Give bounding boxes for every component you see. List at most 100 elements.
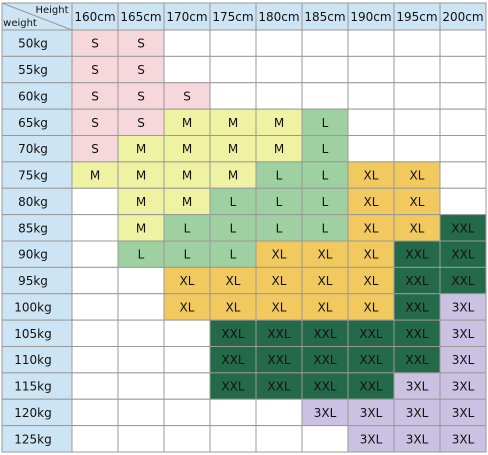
cell: [439, 346, 487, 374]
row-header: 80kg: [18, 195, 48, 209]
size-label: XXL: [313, 380, 336, 394]
size-label: 3XL: [406, 406, 429, 420]
cell: [71, 319, 119, 347]
size-label: XL: [272, 274, 287, 288]
size-label: L: [230, 248, 237, 262]
cell: [71, 266, 119, 295]
cell: [301, 82, 349, 110]
cell: [347, 55, 395, 84]
cell: [71, 425, 119, 453]
size-label: M: [182, 142, 192, 156]
cell: [71, 82, 119, 110]
cell: [393, 135, 441, 163]
size-label: M: [228, 169, 238, 183]
cell: [393, 187, 441, 216]
size-label: L: [322, 116, 329, 130]
cell: [347, 29, 395, 57]
cell: [347, 240, 395, 268]
cell: [71, 214, 119, 242]
cell: [209, 346, 257, 374]
row-header-cell: [1, 214, 73, 242]
size-label: 3XL: [452, 432, 475, 446]
size-label: XXL: [451, 274, 474, 288]
cell: [347, 346, 395, 374]
row-header-cell: [1, 372, 73, 400]
row-header: 85kg: [18, 221, 48, 235]
cell: [163, 161, 211, 189]
cell: [439, 187, 487, 216]
size-label: S: [91, 37, 99, 51]
column-header: 175cm: [212, 10, 253, 24]
size-label: XXL: [359, 353, 382, 367]
row-header-cell: [1, 346, 73, 374]
cell: [163, 425, 211, 453]
size-label: XXL: [451, 221, 474, 235]
size-label: L: [322, 221, 329, 235]
cell: [439, 55, 487, 84]
row-header: 100kg: [14, 300, 51, 314]
cell: [117, 82, 165, 110]
row-header-cell: [1, 398, 73, 427]
column-header: 195cm: [396, 10, 437, 24]
cell: [163, 55, 211, 84]
cell: [117, 293, 165, 321]
size-label: XXL: [313, 327, 336, 341]
cell: [439, 266, 487, 295]
cell: [163, 319, 211, 347]
cell: [255, 187, 303, 216]
cell: [347, 266, 395, 295]
cell: [393, 346, 441, 374]
cell: [163, 398, 211, 427]
size-label: XL: [318, 300, 333, 314]
cell: [117, 240, 165, 268]
size-label: M: [274, 142, 284, 156]
column-header: 200cm: [442, 10, 483, 24]
size-label: S: [91, 142, 99, 156]
size-label: XXL: [405, 353, 428, 367]
cell: [71, 398, 119, 427]
cell: [301, 55, 349, 84]
cell: [393, 55, 441, 84]
cell: [301, 135, 349, 163]
cell: [117, 425, 165, 453]
size-label: 3XL: [406, 432, 429, 446]
cell: [439, 425, 487, 453]
cell: [71, 161, 119, 189]
size-label: XXL: [267, 327, 290, 341]
size-label: M: [182, 169, 192, 183]
cell: [117, 214, 165, 242]
size-label: XXL: [405, 327, 428, 341]
column-header: 180cm: [258, 10, 299, 24]
cell: [393, 240, 441, 268]
cell: [301, 398, 349, 427]
row-header: 60kg: [18, 89, 48, 103]
row-header: 110kg: [14, 353, 51, 367]
cell: [117, 319, 165, 347]
size-label: XXL: [359, 327, 382, 341]
cell: [347, 108, 395, 136]
size-label: XXL: [405, 300, 428, 314]
row-header: 90kg: [18, 248, 48, 262]
cell: [71, 293, 119, 321]
cell: [117, 266, 165, 295]
size-label: XL: [364, 221, 379, 235]
size-label: L: [322, 169, 329, 183]
size-label: 3XL: [452, 300, 475, 314]
cell: [393, 29, 441, 57]
cell: [71, 346, 119, 374]
column-header-cell: [393, 2, 441, 31]
size-label: XL: [180, 300, 195, 314]
cell: [439, 135, 487, 163]
size-label: XL: [364, 169, 379, 183]
row-header: 115kg: [14, 380, 51, 394]
size-label: M: [274, 116, 284, 130]
size-label: XXL: [221, 380, 244, 394]
column-header-cell: [71, 2, 119, 31]
cell: [439, 319, 487, 347]
size-label: XXL: [267, 380, 290, 394]
cell: [439, 161, 487, 189]
cell: [347, 398, 395, 427]
size-label: XL: [226, 274, 241, 288]
row-header: 70kg: [18, 142, 48, 156]
